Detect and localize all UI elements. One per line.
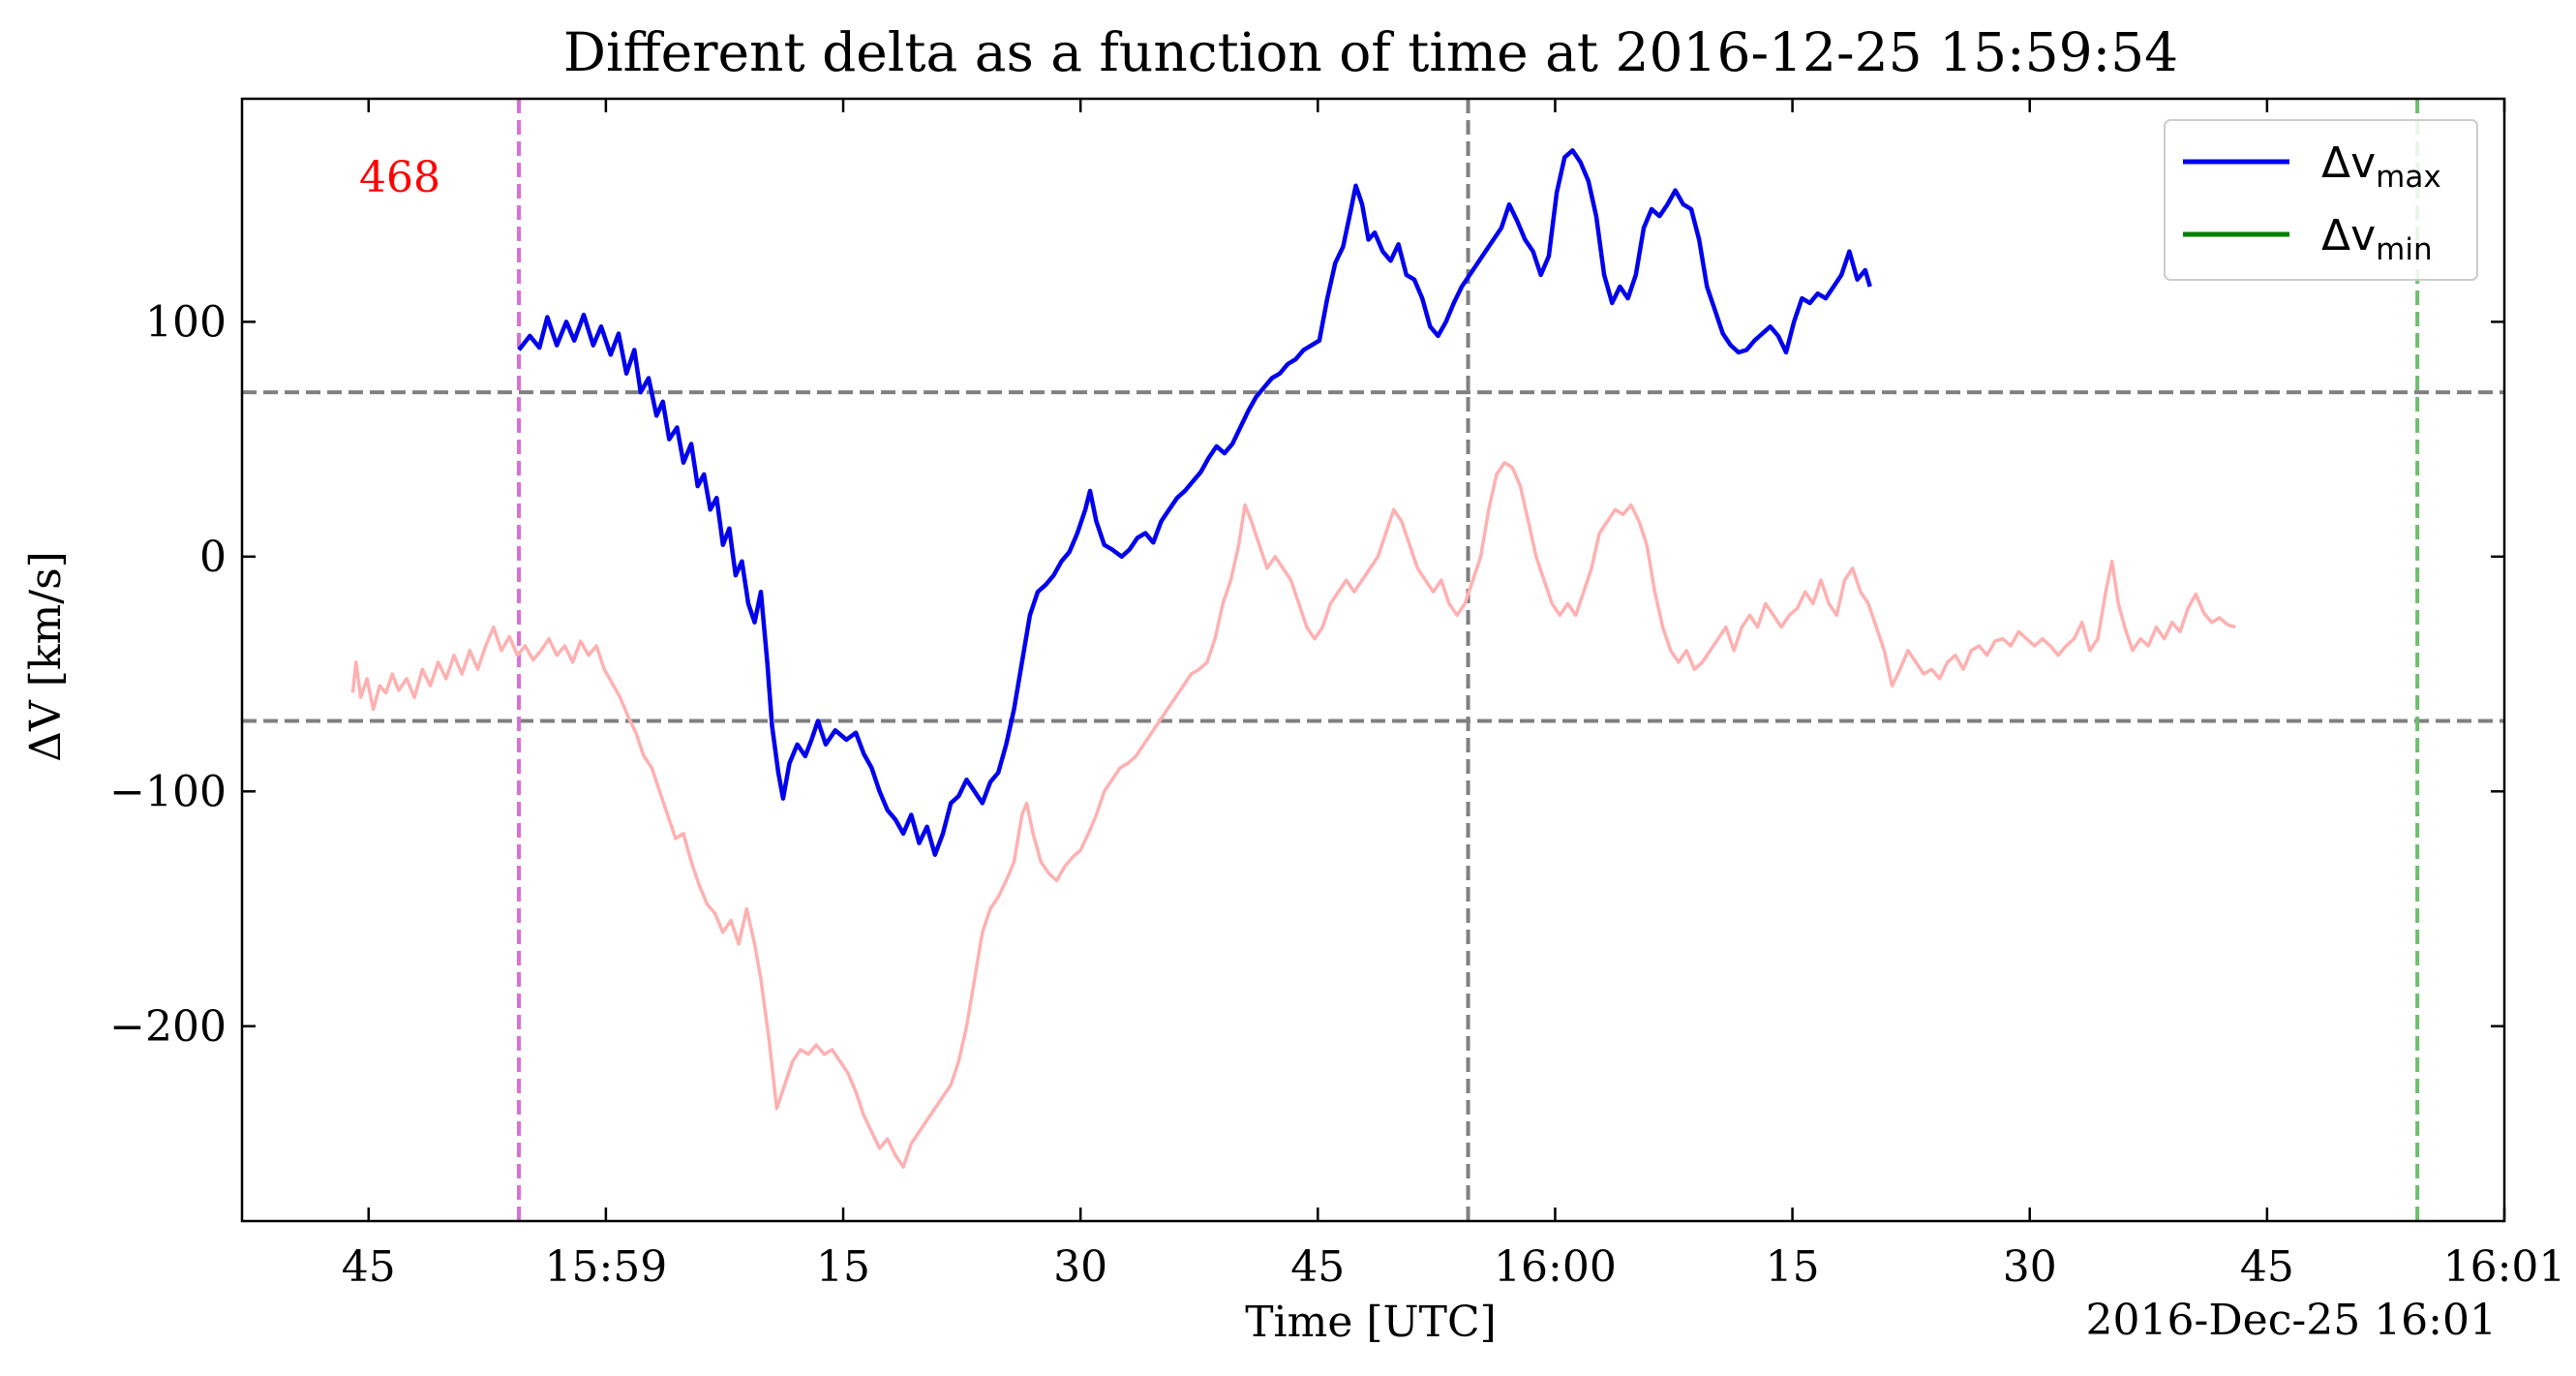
legend-label-vmin-main: Δv (2321, 211, 2376, 260)
plot-frame (240, 97, 2506, 1223)
y-tick-label-3: −200 (109, 1002, 227, 1052)
legend-label-vmax-main: Δv (2321, 138, 2376, 188)
chart-title: Different delta as a function of time at… (563, 21, 2178, 83)
x-tick-label-6: 15 (1766, 1242, 1820, 1292)
legend-label-vmin-sub: min (2376, 232, 2432, 267)
y-tick-label-2: −100 (109, 767, 227, 816)
series-layer (350, 148, 2236, 1169)
y-tick-label-1: 0 (199, 533, 227, 582)
y-axis-label: ΔV [km/s] (21, 551, 71, 762)
x-tick-label-0: 45 (342, 1242, 396, 1292)
x-tick-label-3: 30 (1053, 1242, 1107, 1292)
x-tick-label-5: 16:00 (1494, 1242, 1617, 1292)
reference-lines (242, 99, 2504, 1221)
axis-ticks: 45 15:59 15 30 45 16:00 15 30 45 16:01 100 0 −100 −20… (109, 99, 2565, 1292)
annotation-label: 468 (359, 153, 440, 202)
series-line-0 (517, 148, 1872, 857)
x-tick-label-7: 30 (2003, 1242, 2057, 1292)
x-tick-label-1: 15:59 (544, 1242, 667, 1292)
series-line-2 (350, 461, 2236, 1169)
legend-label-vmax: Δvmax (2321, 138, 2441, 195)
x-offset-label: 2016-Dec-25 16:01 (2086, 1296, 2497, 1345)
y-tick-label-0: 100 (145, 297, 227, 347)
x-tick-label-2: 15 (816, 1242, 870, 1292)
x-axis-label: Time [UTC] (1245, 1298, 1497, 1347)
legend-label-vmin: Δvmin (2321, 211, 2433, 267)
x-tick-label-4: 45 (1290, 1242, 1345, 1292)
legend-label-vmax-sub: max (2376, 160, 2441, 195)
legend: Δvmax Δvmin (2164, 119, 2478, 281)
x-tick-label-8: 45 (2240, 1242, 2294, 1292)
x-tick-label-9: 16:01 (2443, 1242, 2566, 1292)
